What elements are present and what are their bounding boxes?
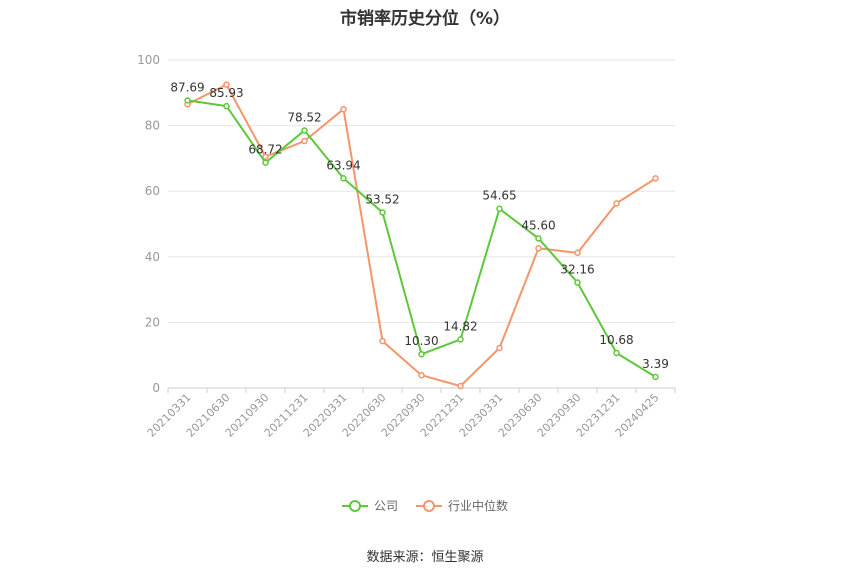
data-label: 87.69	[170, 80, 204, 94]
series-point-1	[613, 200, 620, 207]
legend-swatch-industry-median	[416, 499, 442, 513]
series-point-0	[418, 350, 425, 358]
data-label: 78.52	[287, 110, 321, 124]
y-tick-label: 0	[152, 381, 160, 395]
y-tick-label: 40	[145, 250, 160, 264]
data-label: 32.16	[560, 263, 594, 277]
series-point-0	[379, 209, 386, 216]
series-point-1	[496, 344, 503, 352]
grid-layer	[168, 59, 675, 323]
series-point-1	[340, 105, 347, 113]
series-point-0	[340, 175, 347, 182]
y-tick-label: 80	[145, 119, 160, 133]
series-point-0	[457, 336, 464, 343]
data-source: 数据来源：恒生聚源	[366, 550, 484, 565]
series-point-1	[574, 249, 581, 257]
series-point-1	[262, 153, 269, 161]
series-point-1	[379, 337, 386, 345]
data-label-layer: 87.69 85.93 68.72 78.52 63.94 53.52 10.30 14.82…	[170, 80, 669, 371]
y-tick-label: 20	[145, 315, 160, 329]
y-tick-label: 60	[145, 184, 160, 198]
data-label: 54.65	[482, 189, 516, 203]
legend-label-industry-median: 行业中位数	[448, 499, 509, 513]
data-label: 14.82	[443, 319, 477, 333]
data-label: 63.94	[326, 158, 360, 172]
series-point-0	[184, 97, 191, 104]
series-point-0	[223, 102, 230, 110]
data-label: 10.30	[404, 334, 438, 348]
legend-swatch-company	[341, 499, 368, 513]
data-label: 3.39	[642, 357, 669, 371]
data-label: 10.68	[599, 333, 633, 347]
y-tick-label: 100	[137, 53, 160, 67]
legend-label-company: 公司	[373, 499, 398, 513]
series-point-0	[262, 159, 269, 166]
data-label: 45.60	[521, 218, 555, 232]
series-point-0	[613, 349, 620, 357]
series-point-0	[574, 279, 581, 286]
series-point-0	[535, 235, 542, 242]
series-point-1	[418, 371, 425, 379]
series-point-0	[301, 127, 308, 134]
legend-item-industry-median[interactable]: 行业中位数	[416, 497, 508, 514]
data-label: 68.72	[248, 143, 282, 157]
series-layer	[184, 81, 659, 390]
series-point-1	[535, 245, 542, 252]
series-point-1	[223, 81, 230, 88]
series-point-0	[652, 373, 659, 381]
series-point-1	[457, 382, 464, 390]
series-point-1	[301, 137, 308, 145]
series-point-1	[652, 175, 659, 182]
legend-item-company[interactable]: 公司	[341, 497, 398, 514]
series-point-0	[496, 205, 503, 212]
data-label: 53.52	[365, 192, 399, 206]
data-label: 85.93	[209, 86, 243, 100]
legend: 公司 行业中位数	[0, 497, 850, 514]
chart-title: 市销率历史分位（%）	[339, 9, 511, 29]
axis-layer: 0204060801002021033120210630202109302021…	[137, 53, 676, 440]
